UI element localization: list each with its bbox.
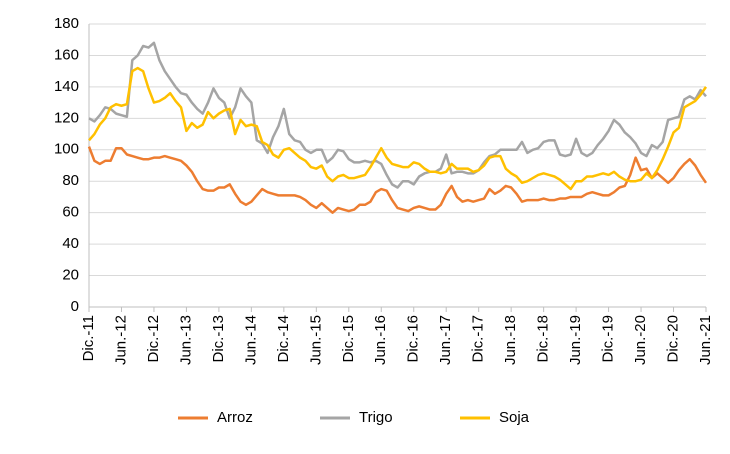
y-tick-label: 180 bbox=[54, 15, 79, 32]
x-tick-label: Jun.-17 bbox=[437, 315, 454, 365]
x-tick-label: Dic.-18 bbox=[535, 315, 552, 363]
x-tick-label: Jun.-20 bbox=[632, 315, 649, 365]
x-tick-label: Jun.-18 bbox=[502, 315, 519, 365]
x-tick-label: Jun.-12 bbox=[112, 315, 129, 365]
series-line bbox=[88, 41, 707, 189]
y-tick-label: 160 bbox=[54, 46, 79, 63]
y-tick-label: 80 bbox=[62, 172, 79, 189]
y-tick-label: 120 bbox=[54, 109, 79, 126]
legend-label: Soja bbox=[499, 409, 530, 426]
x-tick-label: Jun.-16 bbox=[372, 315, 389, 365]
y-tick-label: 40 bbox=[62, 235, 79, 252]
x-tick-label: Jun.-15 bbox=[307, 315, 324, 365]
y-tick-label: 100 bbox=[54, 141, 79, 158]
x-tick-label: Jun.-19 bbox=[567, 315, 584, 365]
x-tick-label: Dic.-13 bbox=[210, 315, 227, 363]
x-tick-label: Jun.-14 bbox=[242, 315, 259, 365]
x-tick-label: Dic.-14 bbox=[275, 315, 292, 363]
x-tick-label: Dic.-15 bbox=[340, 315, 357, 363]
x-tick-label: Dic.-20 bbox=[664, 315, 681, 363]
series-line bbox=[88, 66, 708, 191]
y-tick-label: 20 bbox=[62, 267, 79, 284]
x-tick-label: Dic.-17 bbox=[470, 315, 487, 363]
y-tick-label: 140 bbox=[54, 78, 79, 95]
x-tick-label: Dic.-11 bbox=[80, 315, 97, 361]
series-line bbox=[87, 146, 708, 214]
x-tick-label: Dic.-16 bbox=[405, 315, 422, 363]
x-tick-label: Dic.-19 bbox=[600, 315, 617, 363]
y-tick-label: 60 bbox=[62, 204, 79, 221]
x-tick-label: Jun.-13 bbox=[177, 315, 194, 365]
legend-label: Arroz bbox=[217, 409, 253, 426]
x-tick-label: Jun.-21 bbox=[697, 315, 714, 365]
y-tick-label: 0 bbox=[71, 298, 79, 315]
legend-label: Trigo bbox=[359, 409, 393, 426]
x-tick-label: Dic.-12 bbox=[145, 315, 162, 363]
